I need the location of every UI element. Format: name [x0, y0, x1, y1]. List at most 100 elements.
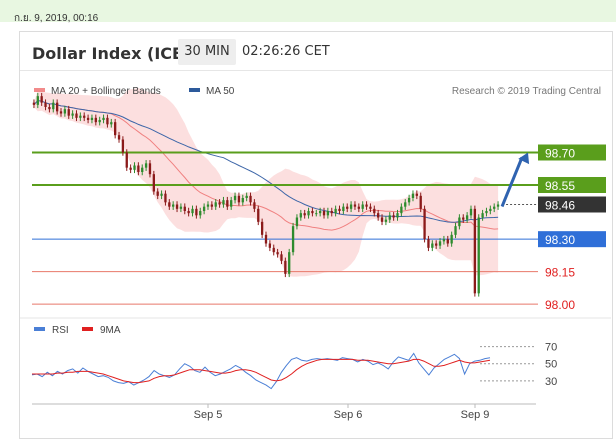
candle: [473, 205, 477, 297]
level-label-98-15: 98.15: [545, 266, 575, 280]
candle: [469, 205, 473, 219]
candle-body: [342, 206, 345, 211]
candle: [307, 207, 310, 219]
candle: [55, 99, 59, 115]
candle: [75, 110, 78, 122]
clock-time: 02:26:26 CET: [242, 44, 330, 59]
candle: [44, 99, 47, 111]
candle-body: [415, 193, 419, 196]
rsi-legend-swatch: [34, 327, 45, 331]
candle: [79, 112, 82, 122]
candle: [493, 203, 496, 213]
candle: [303, 209, 306, 219]
candle-body: [71, 113, 74, 116]
level-tag-98-55: [538, 177, 606, 193]
rsi-tick-70: 70: [545, 342, 557, 354]
candle-body: [400, 206, 403, 214]
candle: [226, 196, 229, 210]
candle-body: [311, 211, 314, 214]
candle-body: [202, 206, 206, 211]
candle-body: [59, 111, 63, 114]
candle-body: [102, 117, 105, 120]
candle: [94, 114, 97, 126]
forecast-arrow-head: [518, 152, 530, 165]
candle: [280, 251, 283, 265]
candle-body: [493, 206, 496, 209]
candle-body: [156, 191, 159, 196]
candle-body: [419, 195, 422, 209]
candle: [438, 238, 442, 249]
timeframe-button[interactable]: 30 MIN: [178, 39, 236, 65]
level-label-98-30: 98.30: [545, 233, 575, 247]
candle: [349, 201, 353, 213]
candle: [187, 207, 190, 217]
candle-body: [129, 167, 132, 170]
ma9-legend-swatch: [82, 327, 93, 331]
candle: [458, 214, 461, 230]
candle-body: [133, 165, 136, 170]
candle: [206, 201, 210, 210]
candle-body: [168, 202, 171, 207]
candle: [299, 209, 302, 221]
candle: [454, 222, 457, 239]
x-tick-label: Sep 5: [194, 409, 223, 421]
candle: [268, 240, 272, 252]
candle: [218, 199, 221, 208]
candle-body: [404, 202, 407, 207]
candle: [369, 203, 372, 213]
candle-body: [380, 217, 384, 222]
candle: [489, 205, 492, 215]
candle: [191, 205, 194, 217]
candle-body: [431, 243, 434, 248]
instrument-title: Dollar Index (ICE): [32, 44, 191, 63]
candle-body: [210, 204, 214, 207]
candle-body: [489, 208, 492, 211]
candle: [288, 248, 291, 278]
candle: [199, 207, 202, 219]
candle-body: [280, 254, 283, 261]
candle-body: [191, 208, 194, 214]
candle-body: [291, 226, 295, 253]
candle-body: [183, 206, 186, 211]
candle-body: [295, 217, 299, 227]
candle-body: [284, 260, 287, 274]
candle-body: [288, 252, 291, 274]
candle-body: [32, 102, 36, 105]
candle: [233, 192, 237, 204]
candle-body: [67, 109, 70, 116]
candle: [71, 110, 74, 119]
candle: [113, 118, 117, 139]
candle-body: [260, 221, 264, 235]
candle-body: [148, 163, 152, 175]
rsi-tick-30: 30: [545, 376, 557, 388]
rsi-line: [31, 352, 491, 390]
candle: [284, 257, 287, 278]
candle: [129, 164, 132, 174]
candle: [152, 170, 155, 195]
candle: [481, 209, 484, 221]
candle-body: [427, 239, 430, 248]
candle: [407, 194, 411, 206]
candle: [245, 192, 248, 202]
candle-body: [334, 208, 337, 214]
candle: [98, 116, 101, 126]
candle-body: [423, 208, 426, 240]
candle: [222, 196, 225, 208]
candle: [357, 203, 360, 213]
candle-body: [113, 122, 117, 136]
candle: [144, 160, 148, 171]
candle: [141, 164, 144, 176]
candle: [230, 196, 233, 210]
candle: [183, 203, 186, 215]
candle: [40, 92, 43, 106]
x-tick-label: Sep 9: [461, 409, 490, 421]
candle-body: [172, 204, 175, 207]
level-tag-98-46: [538, 196, 606, 213]
candle-body: [407, 198, 411, 203]
candle: [462, 214, 465, 223]
candle-body: [469, 208, 473, 216]
candle: [249, 192, 252, 206]
timestamp-text: ก.ย. 9, 2019, 00:16: [14, 13, 99, 24]
candle: [322, 207, 326, 219]
candle-body: [79, 115, 82, 118]
